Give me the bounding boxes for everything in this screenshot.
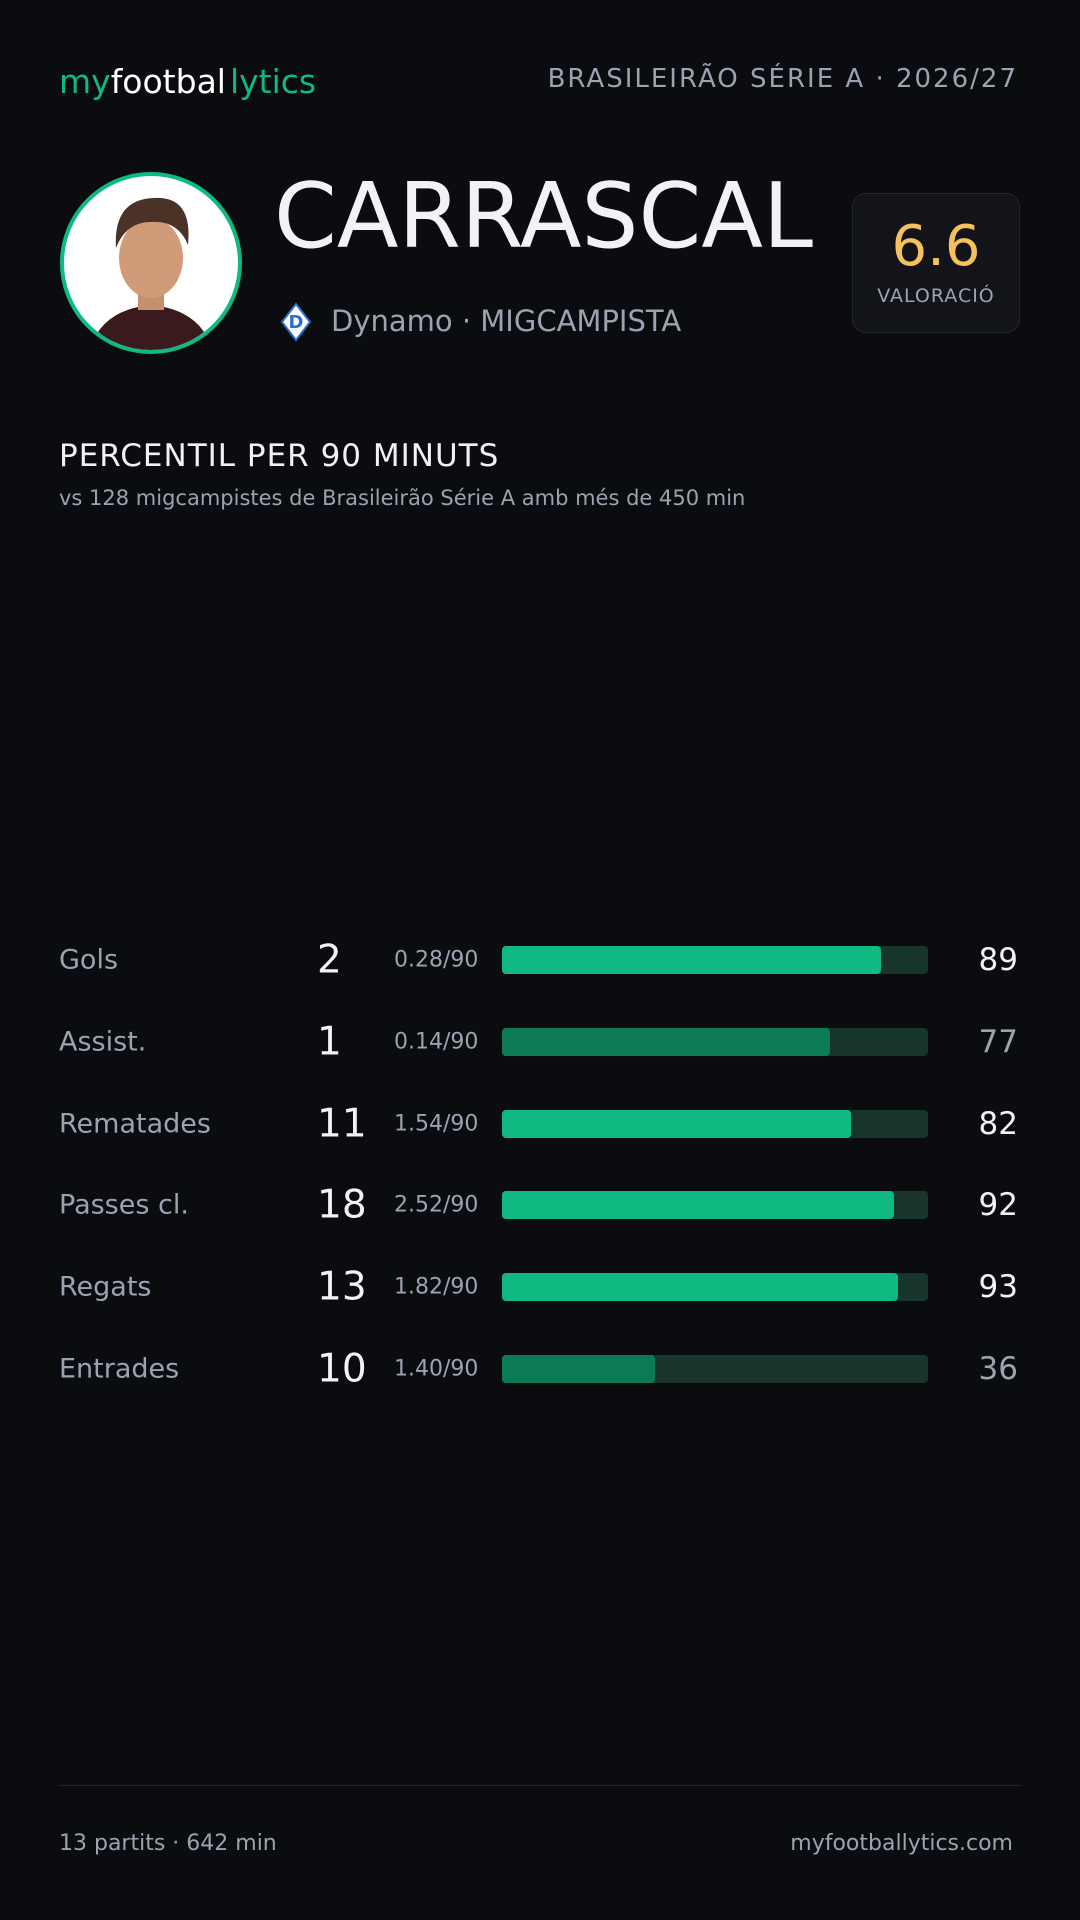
stat-total: 10 (317, 1346, 367, 1392)
stat-total: 2 (317, 937, 342, 983)
stat-total: 18 (317, 1182, 367, 1228)
brand-part: my (59, 62, 111, 101)
percentile-bar (502, 1027, 831, 1056)
stat-label: Entrades (59, 1353, 180, 1385)
league-label: BRASILEIRÃO SÉRIE A · 2026/27 (547, 64, 1018, 94)
percentile-value: 36 (978, 1351, 1018, 1387)
percentile-bar (502, 1191, 894, 1220)
percentile-bar (502, 946, 882, 974)
stat-label: Gols (59, 944, 119, 976)
section-subtitle: vs 128 migcampistes de Brasileirão Série… (59, 486, 746, 510)
stat-per90: 1.54/90 (394, 1111, 479, 1137)
rating-box: 6.6 VALORACIÓ (852, 193, 1020, 333)
player-photo (60, 172, 242, 354)
stat-total: 1 (317, 1019, 342, 1065)
player-name: CARRASCAL (274, 164, 814, 269)
stat-label: Passes cl. (59, 1189, 189, 1221)
stat-total: 11 (317, 1101, 367, 1147)
footer-divider (59, 1785, 1021, 1786)
percentile-bar (502, 1109, 852, 1138)
club-crest: D (280, 302, 312, 342)
team-position: Dynamo · MIGCAMPISTA (331, 304, 682, 338)
footer-summary: 13 partits · 642 min (59, 1831, 277, 1856)
stat-per90: 2.52/90 (394, 1192, 479, 1218)
stat-label: Assist. (59, 1026, 147, 1058)
percentile-value: 89 (978, 942, 1018, 978)
stat-label: Regats (59, 1271, 152, 1303)
footer-site: myfootballytics.com (790, 1831, 1013, 1856)
rating-value: 6.6 (891, 214, 981, 279)
stat-per90: 1.82/90 (394, 1274, 479, 1300)
percentile-bar (502, 1355, 656, 1383)
stat-label: Rematades (59, 1108, 211, 1140)
stat-total: 13 (317, 1264, 367, 1310)
percentile-value: 92 (978, 1187, 1018, 1224)
stat-per90: 1.40/90 (394, 1356, 479, 1382)
section-title: PERCENTIL PER 90 MINUTS (59, 438, 500, 474)
brand-part: footbal (110, 62, 226, 101)
percentile-value: 82 (978, 1105, 1018, 1142)
rating-label: VALORACIÓ (877, 285, 995, 307)
brand-part: lytics (229, 62, 317, 101)
brand-logo: myfootbal lytics (59, 62, 316, 101)
percentile-value: 93 (978, 1269, 1018, 1306)
percentile-value: 77 (978, 1023, 1018, 1060)
stat-per90: 0.28/90 (394, 947, 479, 973)
percentile-bar (502, 1273, 899, 1302)
stat-per90: 0.14/90 (394, 1029, 479, 1055)
svg-text:D: D (289, 312, 304, 333)
